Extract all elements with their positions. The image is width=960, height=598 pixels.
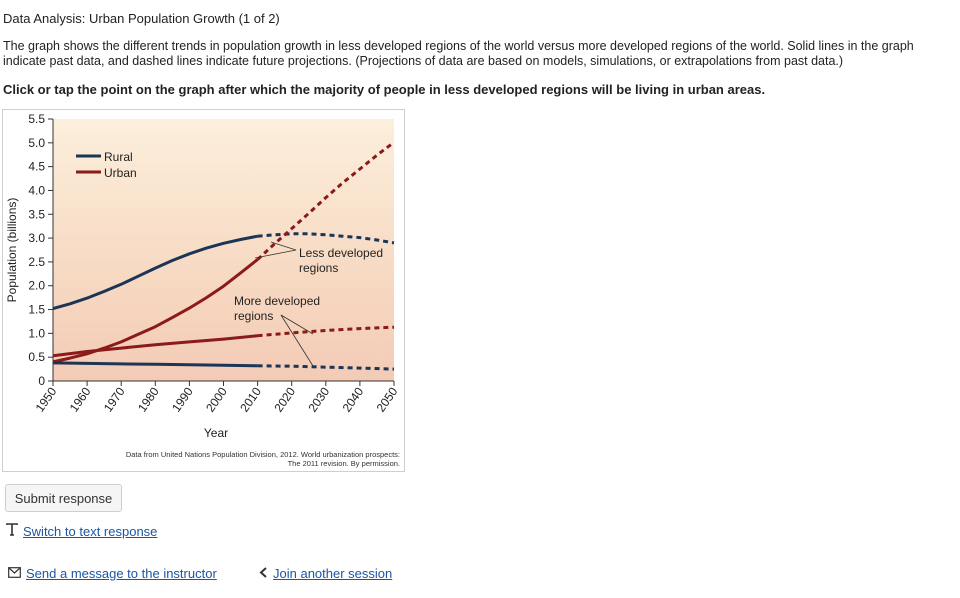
more-developed-urban-past-line[interactable] [52,334,258,358]
x-tick-label: 2000 [203,384,230,414]
y-tick-label: 0 [38,374,45,388]
y-tick-label: 1.0 [28,326,45,340]
less-developed-urban-past-line[interactable] [52,258,259,364]
y-tick-label: 5.0 [28,136,45,150]
x-tick-label: 2020 [271,384,298,414]
x-tick-label: 2040 [340,384,367,414]
switch-to-text-label[interactable]: Switch to text response [23,523,158,539]
send-message-label[interactable]: Send a message to the instructor [26,566,217,581]
graph-figure[interactable]: 0 0.5 1.0 1.5 2.0 2.5 3.0 3.5 4.0 4.5 5.0 5.5 1950 19… [2,109,405,472]
x-tick-label: 1990 [169,384,196,414]
question-description: The graph shows the different trends in … [3,39,914,68]
send-message-link[interactable]: Send a message to the instructor [8,566,217,581]
y-tick-label: 4.5 [28,160,45,174]
y-tick-label: 2.5 [28,255,45,269]
question-prompt: Click or tap the point on the graph afte… [3,82,766,97]
x-tick-label: 2050 [374,384,401,414]
y-tick-label: 4.0 [28,183,45,197]
x-tick-label: 1960 [67,384,94,414]
x-tick-label: 1950 [33,384,60,414]
join-session-link[interactable]: Join another session [259,566,392,581]
callout-less-developed [254,241,297,259]
y-tick-label: 0.5 [28,350,45,364]
join-session-label[interactable]: Join another session [273,566,393,581]
x-tick-label: 2030 [305,384,332,414]
legend-urban-label: Urban [104,166,137,180]
annotation-less-developed-line1: Less developed [299,246,383,260]
more-developed-rural-projection-line[interactable] [257,364,395,371]
plot-area[interactable] [53,119,394,381]
legend-rural-label: Rural [104,150,133,164]
data-credit: Data from United Nations Population Divi… [126,450,400,468]
y-tick-label: 2.0 [28,279,45,293]
text-cursor-icon [6,523,18,539]
chevron-left-icon [259,566,268,581]
y-tick-label: 1.5 [28,303,45,317]
y-axis-label: Population (billions) [5,198,19,303]
annotation-more-developed-line1: More developed [234,294,320,308]
less-developed-rural-projection-line[interactable] [257,232,395,245]
submit-response-button[interactable]: Submit response [5,484,122,512]
envelope-icon [8,566,21,581]
callout-more-developed [280,314,314,367]
credit-line-1: Data from United Nations Population Divi… [125,450,400,459]
x-tick-label: 2010 [237,384,264,414]
y-tick-label: 3.5 [28,207,45,221]
more-developed-rural-past-line[interactable] [52,361,258,368]
y-tick-label: 3.0 [28,231,45,245]
annotation-more-developed-line2: regions [234,309,273,323]
y-tick-label: 5.5 [28,112,45,126]
x-axis-label: Year [204,426,228,440]
population-chart[interactable]: 0 0.5 1.0 1.5 2.0 2.5 3.0 3.5 4.0 4.5 5.0 5.5 1950 19… [3,110,404,471]
more-developed-urban-projection-line[interactable] [257,325,395,338]
question-title: Data Analysis: Urban Population Growth (… [3,11,280,26]
less-developed-rural-past-line[interactable] [52,234,258,311]
credit-line-2: The 2011 revision. By permission. [287,459,400,468]
x-tick-label: 1970 [101,384,128,414]
x-tick-label: 1980 [135,384,162,414]
annotation-less-developed-line2: regions [299,261,338,275]
less-developed-urban-projection-line[interactable] [256,141,395,261]
switch-to-text-link[interactable]: Switch to text response [6,523,157,539]
